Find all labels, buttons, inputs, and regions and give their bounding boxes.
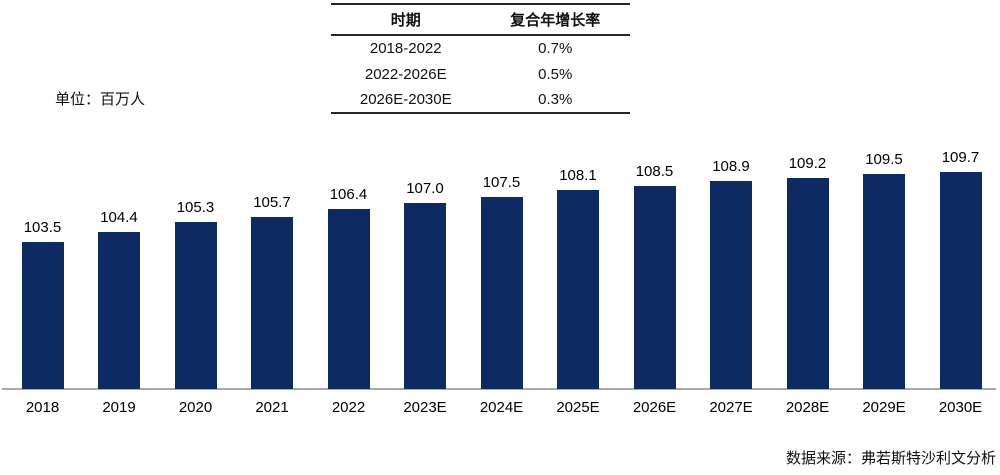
x-axis-tick-label: 2030E — [938, 399, 983, 416]
bar-value-label: 108.5 — [635, 163, 674, 180]
x-axis-tick-label: 2022 — [331, 399, 366, 416]
bar-2029E — [863, 174, 905, 389]
cagr-cell: 0.3% — [538, 91, 573, 108]
x-axis-line — [2, 388, 996, 390]
bar-2027E — [710, 181, 752, 389]
bar-value-label: 109.7 — [941, 149, 980, 166]
x-axis-tick-label: 2020 — [178, 399, 213, 416]
x-axis-tick-label: 2029E — [862, 399, 906, 416]
bar-value-label: 108.1 — [559, 167, 597, 184]
x-axis-tick-label: 2025E — [556, 399, 600, 416]
x-axis-tick-label: 2019 — [102, 399, 136, 416]
bar-value-label: 106.4 — [329, 186, 368, 203]
table-row: 2018-2022 0.7% — [331, 35, 630, 61]
period-cell: 2026E-2030E — [359, 91, 452, 108]
bar-value-label: 103.5 — [23, 219, 62, 236]
bar-2025E — [557, 190, 599, 389]
bar-2022 — [327, 209, 370, 389]
x-axis-tick-label: 2023E — [403, 399, 447, 416]
table-row: 2022-2026E 0.5% — [331, 61, 630, 87]
bar-value-label: 105.3 — [176, 199, 215, 216]
bar-value-label: 107.5 — [482, 174, 521, 191]
bar-value-label: 108.9 — [712, 158, 750, 175]
bar-2020 — [174, 222, 217, 389]
bar-2021 — [251, 217, 293, 389]
x-axis-tick-label: 2021 — [255, 399, 289, 416]
bar-2028E — [786, 178, 829, 389]
bar-2019 — [98, 232, 140, 389]
bar-value-label: 104.4 — [100, 209, 138, 226]
x-axis-tick-label: 2026E — [632, 399, 677, 416]
cagr-table-header-period: 时期 — [331, 4, 481, 36]
bar-value-label: 107.0 — [406, 180, 444, 197]
bar-2030E — [939, 172, 982, 389]
cagr-cell: 0.5% — [538, 65, 573, 83]
bar-2018 — [21, 242, 64, 389]
cagr-table: 时期 复合年增长率 2018-2022 0.7% 2022-2026E 0.5%… — [331, 3, 630, 114]
x-axis-tick-label: 2018 — [25, 399, 60, 416]
x-axis-tick-label: 2027E — [709, 399, 753, 416]
cagr-table-header-cagr: 复合年增长率 — [480, 4, 630, 36]
bar-2023E — [404, 203, 446, 389]
bar-value-label: 105.7 — [253, 194, 291, 211]
bar-2026E — [633, 186, 676, 389]
bar-2024E — [480, 197, 523, 389]
period-cell: 2022-2026E — [364, 65, 447, 83]
source-label: 数据来源：弗若斯特沙利文分析 — [785, 450, 996, 467]
x-axis-tick-label: 2028E — [785, 399, 830, 416]
bar-value-label: 109.2 — [788, 155, 827, 172]
period-cell: 2018-2022 — [369, 40, 442, 57]
cagr-table-header-row: 时期 复合年增长率 — [331, 4, 630, 36]
bar-value-label: 109.5 — [865, 151, 903, 168]
x-axis-tick-label: 2024E — [479, 399, 524, 416]
table-row: 2026E-2030E 0.3% — [331, 87, 630, 113]
unit-label: 单位：百万人 — [55, 91, 146, 108]
cagr-cell: 0.7% — [538, 40, 573, 57]
